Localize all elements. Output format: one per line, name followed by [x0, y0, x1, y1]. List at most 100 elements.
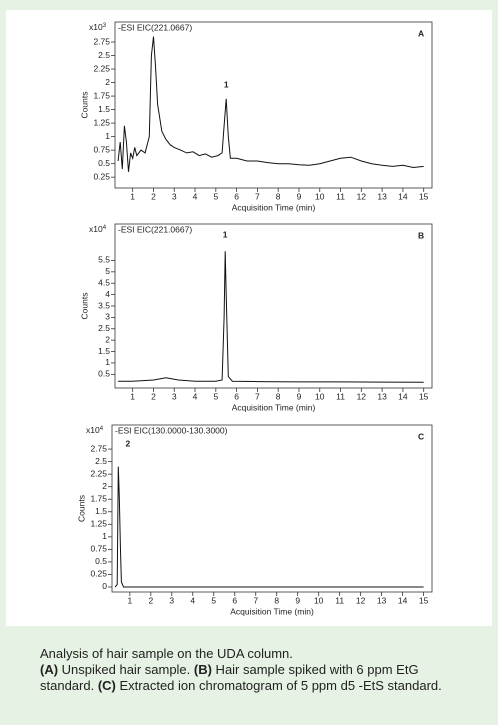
x-tick-label: 3: [169, 595, 174, 605]
scale-label: x104: [89, 224, 107, 234]
scale-base: x10: [89, 224, 103, 234]
y-tick-label: 2.75: [93, 36, 110, 46]
caption-text: (B): [193, 662, 212, 677]
scale-base: x10: [86, 425, 100, 435]
x-tick-label: 14: [398, 391, 408, 401]
x-tick-label: 9: [297, 191, 302, 201]
x-tick-label: 9: [297, 391, 302, 401]
y-tick-label: 4.5: [98, 277, 110, 287]
x-tick-label: 9: [295, 595, 300, 605]
trace-label: -ESI EIC(221.0667): [118, 224, 192, 234]
plot-frame: [114, 223, 433, 389]
scale-base: x10: [89, 22, 103, 32]
panel-label: C: [418, 431, 424, 441]
x-tick-label: 3: [172, 191, 177, 201]
x-tick-label: 13: [377, 391, 387, 401]
y-tick-label: 1.25: [93, 117, 110, 127]
trace: [114, 466, 424, 588]
y-tick-label: 5.5: [98, 255, 110, 265]
x-tick-label: 11: [336, 391, 345, 401]
x-tick-label: 7: [255, 391, 260, 401]
x-tick-label: 6: [232, 595, 237, 605]
x-tick-label: 15: [419, 191, 429, 201]
x-tick-label: 5: [213, 191, 218, 201]
y-tick-label: 0.75: [90, 544, 107, 554]
y-tick-label: 0.25: [90, 569, 107, 579]
peak-label: 2: [125, 438, 130, 448]
x-axis-label: Acquisition Time (min): [232, 402, 316, 412]
x-tick-label: 2: [151, 191, 156, 201]
plot-frame: [114, 21, 433, 189]
x-tick-label: 6: [234, 191, 239, 201]
y-tick-label: 1: [105, 131, 110, 141]
x-tick-label: 1: [130, 191, 135, 201]
y-tick-label: 1.5: [98, 346, 110, 356]
y-tick-label: 2.5: [98, 323, 110, 333]
x-tick-label: 1: [127, 595, 132, 605]
y-tick-label: 3.5: [98, 300, 110, 310]
x-tick-label: 8: [276, 391, 281, 401]
y-tick-label: 1.5: [95, 506, 107, 516]
x-tick-label: 1: [130, 391, 135, 401]
x-tick-label: 12: [357, 391, 367, 401]
x-tick-label: 8: [274, 595, 279, 605]
y-tick-label: 1.5: [98, 104, 110, 114]
y-tick-label: 1: [102, 531, 107, 541]
scale-exponent: 3: [103, 23, 107, 29]
figure: 0.25 0.5 0.75 1 1.25 1.5 1.75 2 2.25 2.5 2.75 1 2 3 4 5…: [6, 10, 492, 626]
y-tick-label: 1.25: [90, 519, 107, 529]
y-tick-label: 2: [105, 77, 110, 87]
caption-text: (A): [40, 662, 59, 677]
scale-exponent: 4: [100, 426, 104, 432]
y-axis-label: Counts: [79, 92, 89, 119]
x-tick-label: 4: [193, 391, 198, 401]
x-tick-label: 10: [315, 391, 325, 401]
y-tick-label: 0.5: [98, 369, 110, 379]
y-tick-label: 2.25: [93, 63, 110, 73]
y-tick-label: 2.5: [98, 50, 110, 60]
x-tick-label: 6: [234, 391, 239, 401]
y-tick-label: 2: [105, 334, 110, 344]
x-tick-label: 14: [398, 191, 408, 201]
x-axis-label: Acquisition Time (min): [230, 606, 314, 616]
caption-text: Analysis of hair sample on the UDA colum…: [40, 646, 293, 661]
trace: [118, 251, 424, 383]
x-tick-label: 12: [356, 595, 366, 605]
caption-text: Extracted ion chromatogram of 5 ppm d5 -…: [115, 678, 442, 693]
scale-exponent: 4: [103, 225, 107, 231]
x-axis-label: Acquisition Time (min): [232, 202, 316, 212]
x-tick-label: 3: [172, 391, 177, 401]
y-tick-label: 1.75: [90, 493, 107, 503]
y-tick-label: 0.5: [98, 158, 110, 168]
caption-text: Hair sample spiked with 6 ppm EtG standa…: [40, 662, 419, 693]
x-tick-label: 5: [213, 391, 218, 401]
y-tick-label: 1: [105, 357, 110, 367]
x-tick-label: 7: [253, 595, 258, 605]
y-tick-label: 2.75: [90, 443, 107, 453]
x-tick-label: 10: [314, 595, 324, 605]
panel-label: A: [418, 28, 424, 38]
y-tick-label: 2: [102, 481, 107, 491]
x-tick-label: 11: [335, 595, 344, 605]
y-tick-label: 5: [105, 266, 110, 276]
y-tick-label: 3: [105, 312, 110, 322]
y-tick-label: 0: [102, 581, 107, 591]
trace-label: -ESI EIC(221.0667): [118, 22, 192, 32]
y-axis-label: Counts: [76, 495, 86, 522]
x-tick-label: 13: [377, 191, 387, 201]
y-tick-label: 0.75: [93, 144, 110, 154]
x-tick-label: 8: [276, 191, 281, 201]
x-tick-label: 4: [193, 191, 198, 201]
x-tick-label: 2: [151, 391, 156, 401]
y-tick-label: 0.5: [95, 556, 107, 566]
peak-label: 1: [224, 80, 229, 90]
peak-label: 1: [223, 230, 228, 240]
trace-label: -ESI EIC(130.0000-130.3000): [115, 425, 228, 435]
x-tick-label: 2: [148, 595, 153, 605]
x-tick-label: 5: [211, 595, 216, 605]
caption-text: (C): [97, 678, 116, 693]
plot-frame: [111, 424, 433, 593]
panel-label: B: [418, 230, 424, 240]
